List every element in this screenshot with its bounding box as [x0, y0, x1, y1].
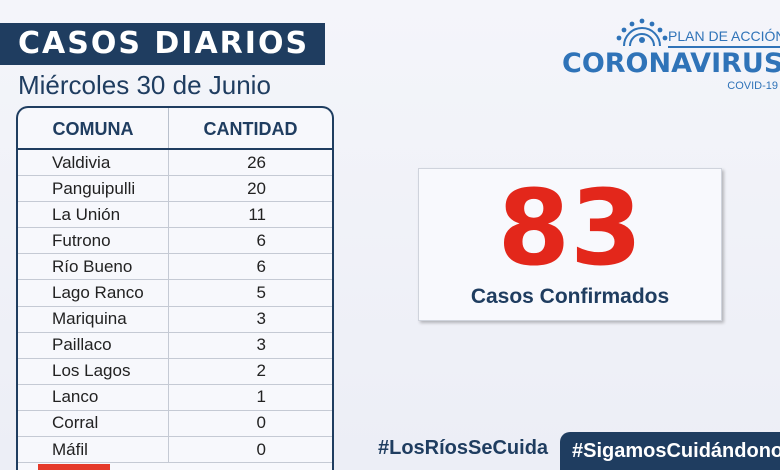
table-header: COMUNA CANTIDAD	[18, 108, 332, 150]
column-header-comuna: COMUNA	[52, 119, 134, 139]
total-cases-label: Casos Confirmados	[470, 285, 670, 308]
hashtag-los-rios: #LosRíosSeCuida	[378, 437, 549, 459]
table-row: Máfil 0	[18, 437, 332, 464]
cantidad-cell: 26	[168, 150, 332, 176]
comuna-cell: Río Bueno	[52, 256, 133, 276]
hashtag-sigamos-banner: #SigamosCuidándonos	[560, 432, 780, 470]
cantidad-cell: 6	[168, 254, 332, 280]
cantidad-cell: 3	[168, 332, 332, 358]
logo-covid-text: COVID-19	[727, 80, 778, 92]
comuna-cell: Corral	[52, 413, 99, 433]
logo-coronavirus-text: CORONAVIRUS	[562, 48, 780, 79]
table-row: Lanco 1	[18, 384, 332, 411]
cantidad-cell: 0	[168, 437, 332, 463]
comuna-cell: Lago Ranco	[52, 283, 144, 303]
comuna-cell: Lanco	[52, 387, 99, 407]
table-row: Corral 0	[18, 410, 332, 438]
comuna-cell: Los Lagos	[52, 361, 131, 381]
table-row: Mariquina 3	[18, 306, 332, 333]
table-row: Río Bueno 6	[18, 254, 332, 281]
table-row: Los Lagos 2	[18, 358, 332, 385]
comuna-cell: Valdivia	[52, 152, 111, 172]
cantidad-cell: 0	[168, 410, 332, 437]
table-row: Valdivia 26	[18, 150, 332, 177]
cantidad-cell: 20	[168, 176, 332, 202]
table-row: Panguipulli 20	[18, 176, 332, 203]
table-row: La Unión 11	[18, 202, 332, 229]
comuna-cell: La Unión	[52, 204, 121, 224]
comuna-cell: Paillaco	[52, 335, 112, 355]
page-title: CASOS DIARIOS	[0, 23, 325, 65]
cantidad-cell: 6	[168, 228, 332, 254]
hashtag-sigamos: #SigamosCuidándonos	[572, 440, 780, 462]
logo-divider	[668, 46, 780, 48]
cantidad-cell: 11	[168, 202, 332, 228]
logo-plan-text: PLAN DE ACCIÓN	[668, 28, 780, 44]
cantidad-cell: 5	[168, 280, 332, 306]
cantidad-cell: 2	[168, 358, 332, 384]
cantidad-cell: 3	[168, 306, 332, 332]
plan-accion-logo: PLAN DE ACCIÓN CORONAVIRUS COVID-19	[560, 18, 780, 94]
cantidad-cell: 1	[168, 384, 332, 410]
total-cases-number: 83	[497, 167, 643, 289]
date-subtitle: Miércoles 30 de Junio	[18, 70, 271, 100]
table-row: Futrono 6	[18, 228, 332, 255]
sun-logo-icon	[616, 18, 668, 47]
total-cases-card: 83 Casos Confirmados	[418, 168, 722, 321]
comuna-cell: Panguipulli	[52, 178, 136, 198]
comuna-cell: Futrono	[52, 230, 111, 250]
accent-strip	[38, 464, 110, 470]
table-row: Lago Ranco 5	[18, 280, 332, 307]
comuna-cell: Máfil	[52, 439, 88, 459]
table-row: Paillaco 3	[18, 332, 332, 359]
cases-table: COMUNA CANTIDAD Valdivia 26 Panguipulli 20 L…	[16, 106, 334, 470]
table-body: Valdivia 26 Panguipulli 20 La Unión 11 Futrono…	[18, 150, 332, 464]
column-header-cantidad: CANTIDAD	[168, 108, 332, 148]
comuna-cell: Mariquina	[52, 309, 127, 329]
